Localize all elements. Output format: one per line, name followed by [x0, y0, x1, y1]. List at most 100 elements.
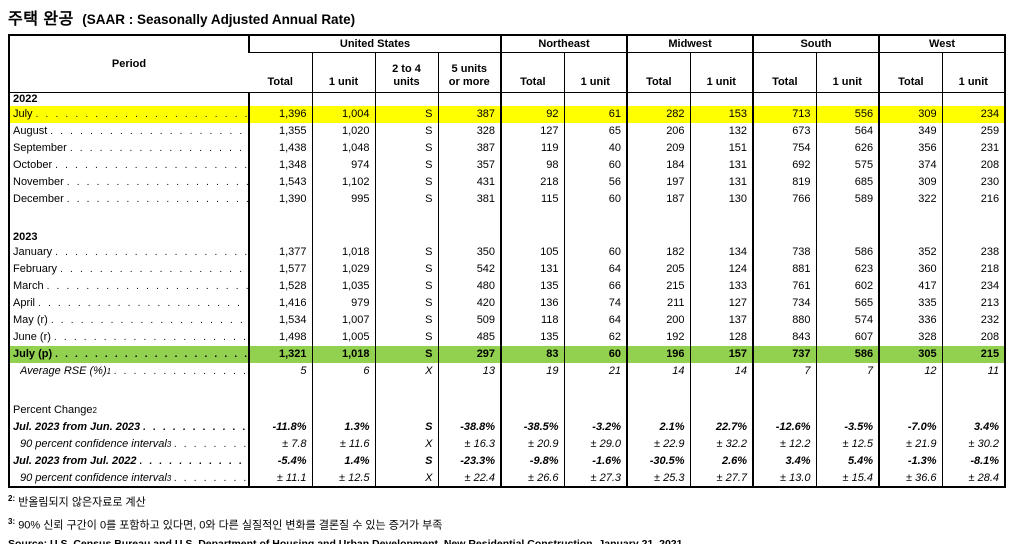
value-cell: 564 — [815, 123, 880, 140]
table-row: July (p). . . . . . . . . . . . . . . . … — [9, 346, 1006, 363]
value-cell: 6 — [311, 363, 375, 380]
value-cell: 22.7% — [689, 419, 754, 436]
value-cell: 1,004 — [311, 106, 375, 123]
value-cell: 232 — [941, 312, 1006, 329]
value-cell: 1,321 — [248, 346, 312, 363]
value-cell: 200 — [626, 312, 691, 329]
value-cell — [815, 230, 880, 244]
value-cell — [374, 380, 438, 402]
value-cell: 196 — [626, 346, 691, 363]
value-cell: 5.4% — [815, 453, 880, 470]
period-cell: April. . . . . . . . . . . . . . . . . .… — [13, 297, 248, 309]
value-cell: 1,007 — [311, 312, 375, 329]
table-row: November. . . . . . . . . . . . . . . . … — [9, 174, 1006, 191]
value-cell — [374, 230, 438, 244]
value-cell: 843 — [752, 329, 817, 346]
value-cell — [500, 92, 565, 106]
value-cell: -8.1% — [941, 453, 1006, 470]
subcolumn-header-cell: Total — [500, 52, 565, 93]
value-cell: 21 — [563, 363, 628, 380]
value-cell: 754 — [752, 140, 817, 157]
value-cell — [248, 92, 312, 106]
value-cell: 431 — [437, 174, 502, 191]
value-cell — [437, 92, 502, 106]
value-cell: 218 — [941, 261, 1006, 278]
table-row: 90 percent confidence interval 3. . . . .… — [9, 470, 1006, 487]
value-cell: 1,438 — [248, 140, 312, 157]
table-row: July. . . . . . . . . . . . . . . . . . … — [9, 106, 1006, 123]
table-body: 2022 July. . . . . . . . . . . . . . . . … — [9, 92, 1006, 487]
value-cell: 282 — [626, 106, 691, 123]
page-title: 주택 완공 (SAAR : Seasonally Adjusted Annual… — [8, 5, 1023, 29]
value-cell: 216 — [941, 191, 1006, 208]
period-cell: December. . . . . . . . . . . . . . . . … — [13, 193, 248, 205]
table-head: Period United States Northeast Midwest South… — [9, 35, 1006, 93]
value-cell: -9.8% — [500, 453, 565, 470]
value-cell: 685 — [815, 174, 880, 191]
table-row: Jul. 2023 from Jul. 2022. . . . . . . . … — [9, 453, 1006, 470]
value-cell: 208 — [941, 329, 1006, 346]
value-cell — [437, 208, 502, 230]
value-cell: 309 — [878, 106, 943, 123]
value-cell: 542 — [437, 261, 502, 278]
value-cell: 119 — [500, 140, 565, 157]
value-cell — [500, 208, 565, 230]
value-cell: 623 — [815, 261, 880, 278]
value-cell: S — [374, 419, 438, 436]
value-cell — [626, 92, 691, 106]
value-cell — [815, 92, 880, 106]
value-cell: 211 — [626, 295, 691, 312]
value-cell: 136 — [500, 295, 565, 312]
period-cell: July. . . . . . . . . . . . . . . . . . … — [9, 106, 249, 123]
value-cell: 574 — [815, 312, 880, 329]
value-cell: 881 — [752, 261, 817, 278]
footnote-2-marker: 2: — [8, 494, 16, 503]
value-cell: 131 — [500, 261, 565, 278]
value-cell — [878, 208, 943, 230]
period-cell: Jul. 2023 from Jun. 2023. . . . . . . . … — [13, 421, 248, 433]
value-cell: 480 — [437, 278, 502, 295]
value-cell: 1,577 — [248, 261, 312, 278]
value-cell: ± 27.7 — [689, 470, 754, 487]
value-cell: 184 — [626, 157, 691, 174]
value-cell: 7 — [752, 363, 817, 380]
value-cell: 607 — [815, 329, 880, 346]
value-cell: -38.5% — [500, 419, 565, 436]
value-cell: 259 — [941, 123, 1006, 140]
value-cell: 157 — [689, 346, 754, 363]
value-cell — [752, 230, 817, 244]
value-cell: -7.0% — [878, 419, 943, 436]
value-cell: 153 — [689, 106, 754, 123]
spacer-row — [9, 380, 1006, 402]
table-row: 90 percent confidence interval 3. . . . .… — [9, 436, 1006, 453]
value-cell: ± 32.2 — [689, 436, 754, 453]
value-cell: ± 12.5 — [815, 436, 880, 453]
value-cell: 64 — [563, 312, 628, 329]
value-cell: 1,528 — [248, 278, 312, 295]
spacer-row — [9, 208, 1006, 230]
value-cell — [248, 208, 312, 230]
subcolumn-header-cell: Total — [249, 52, 312, 93]
value-cell — [941, 230, 1006, 244]
value-cell: 1,348 — [248, 157, 312, 174]
value-cell: 135 — [500, 278, 565, 295]
value-cell — [689, 208, 754, 230]
value-cell — [563, 92, 628, 106]
value-cell: 360 — [878, 261, 943, 278]
value-cell — [941, 402, 1006, 419]
value-cell — [878, 402, 943, 419]
value-cell: ± 11.6 — [311, 436, 375, 453]
value-cell: -1.3% — [878, 453, 943, 470]
value-cell — [311, 208, 375, 230]
value-cell: S — [374, 106, 438, 123]
value-cell — [248, 380, 312, 402]
value-cell: 1,018 — [311, 346, 375, 363]
value-cell: S — [374, 346, 438, 363]
value-cell — [689, 230, 754, 244]
period-cell: November. . . . . . . . . . . . . . . . … — [13, 176, 248, 188]
value-cell: 135 — [500, 329, 565, 346]
value-cell: 62 — [563, 329, 628, 346]
value-cell: 586 — [815, 346, 880, 363]
value-cell: 761 — [752, 278, 817, 295]
table-row: Average RSE (%) 1. . . . . . . . . . . . … — [9, 363, 1006, 380]
